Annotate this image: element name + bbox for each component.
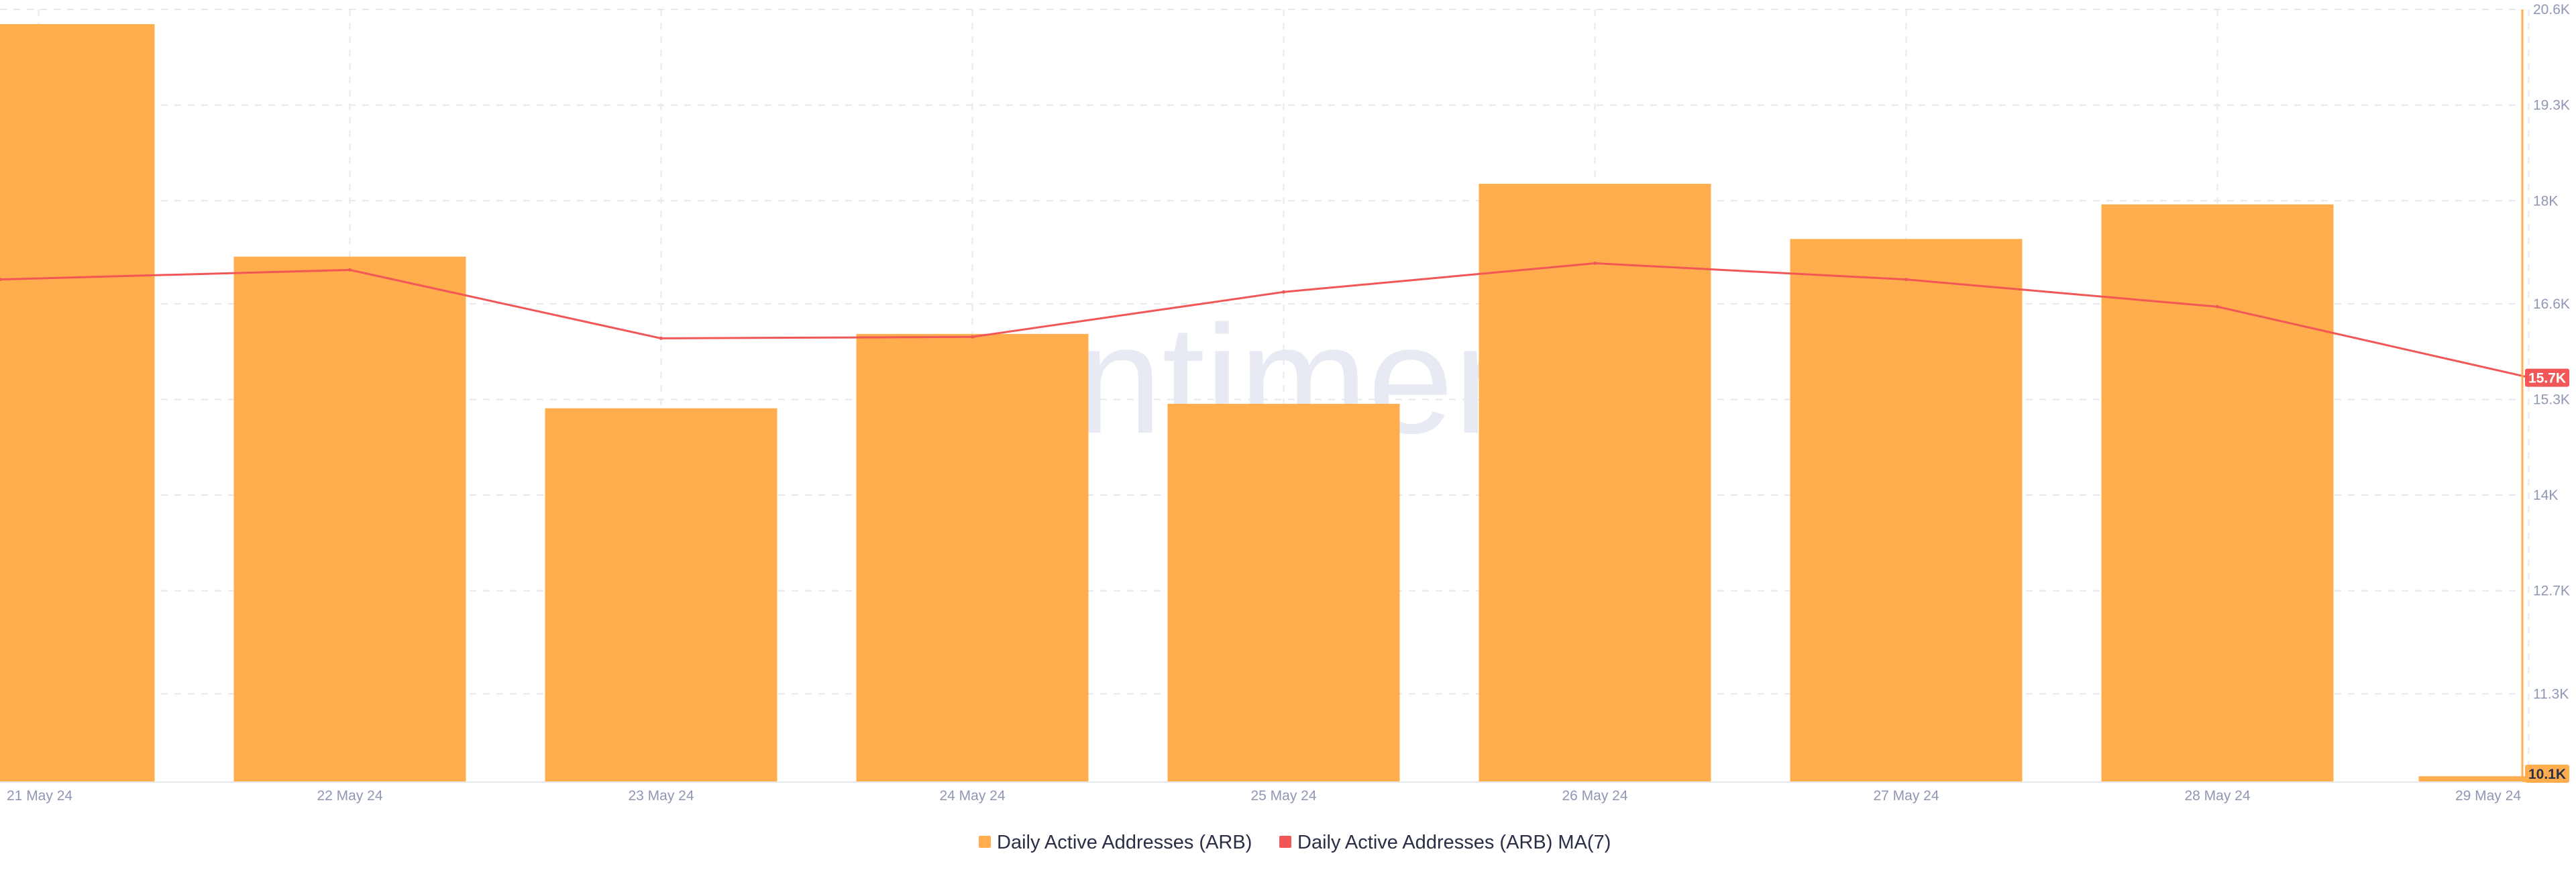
- legend-swatch-ma: [1279, 836, 1291, 848]
- x-tick-label-3: 24 May 24: [939, 788, 1005, 804]
- bars: [0, 23, 2536, 783]
- y-tick-label-0: 20.6K: [2533, 2, 2570, 17]
- bar-8: [2418, 776, 2536, 782]
- last-value-badge-label-0: 15.7K: [2528, 371, 2566, 386]
- y-tick-label-5: 14K: [2533, 488, 2558, 503]
- axes: 20.6K 19.3K 18K 16.6K 15.3K 14K 12.7K 11.3K 21 M…: [0, 2, 2570, 804]
- legend-label-bars: Daily Active Addresses (ARB): [997, 832, 1252, 853]
- bar-6: [1790, 239, 2023, 782]
- ma-point-5: [1593, 262, 1597, 266]
- y-tick-label-6: 12.7K: [2533, 584, 2570, 599]
- y-tick-label-2: 18K: [2533, 193, 2558, 209]
- y-tick-label-7: 11.3K: [2533, 686, 2569, 702]
- x-tick-label-1: 22 May 24: [317, 788, 382, 804]
- ma-point-2: [659, 336, 663, 340]
- x-tick-label-6: 27 May 24: [1873, 788, 1939, 804]
- x-tick-label-0: 21 May 24: [7, 788, 72, 804]
- bar-0: [0, 23, 155, 782]
- legend: Daily Active Addresses (ARB) Daily Activ…: [979, 832, 1611, 853]
- y-tick-label-3: 16.6K: [2533, 296, 2570, 312]
- y-tick-label-1: 19.3K: [2533, 98, 2570, 113]
- ma-point-4: [1282, 290, 1285, 294]
- x-tick-label-8: 29 May 24: [2455, 788, 2521, 804]
- y-tick-label-4: 15.3K: [2533, 392, 2570, 407]
- bar-7: [2101, 204, 2334, 782]
- bar-2: [545, 408, 777, 782]
- bar-5: [1479, 184, 1711, 783]
- ma-point-7: [2216, 305, 2219, 309]
- legend-swatch-bars: [979, 836, 991, 848]
- ma-line-layer: [0, 262, 2530, 380]
- legend-label-ma: Daily Active Addresses (ARB) MA(7): [1297, 832, 1611, 853]
- last-value-badge-label-1: 10.1K: [2528, 767, 2566, 782]
- last-value-badge-1: [2525, 765, 2569, 783]
- ma-point-3: [971, 335, 974, 339]
- x-tick-label-7: 28 May 24: [2184, 788, 2250, 804]
- x-tick-label-2: 23 May 24: [628, 788, 694, 804]
- ma-point-1: [348, 268, 352, 272]
- last-value-badge-0: [2525, 368, 2569, 387]
- bar-3: [856, 333, 1089, 783]
- x-tick-label-4: 25 May 24: [1250, 788, 1316, 804]
- bar-1: [233, 256, 466, 782]
- ma-point-0: [0, 278, 2, 282]
- bar-4: [1167, 404, 1400, 782]
- x-tick-label-5: 26 May 24: [1562, 788, 1627, 804]
- ma-point-6: [1904, 278, 1908, 282]
